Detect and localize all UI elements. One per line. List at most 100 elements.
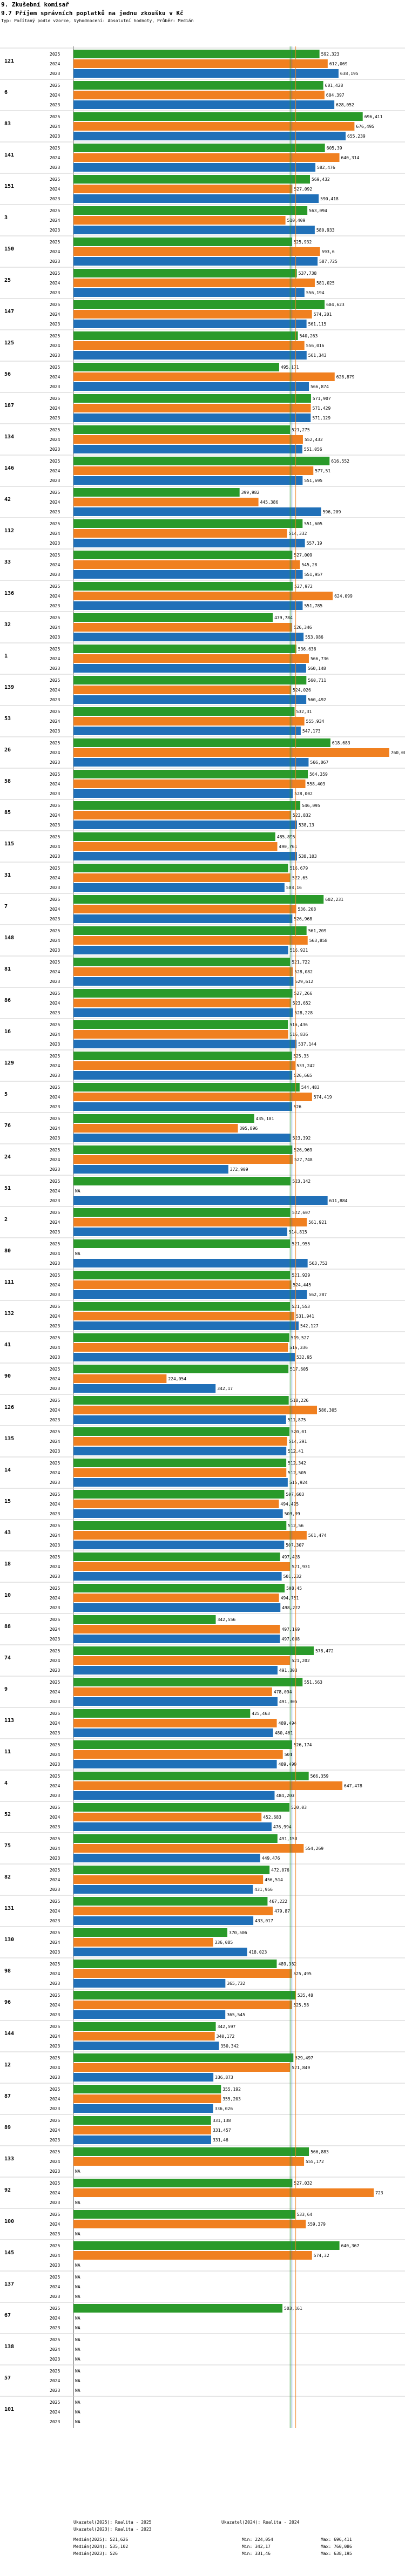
bar-value-label: 574,419 — [314, 1095, 332, 1100]
series-year-label: 2023 — [50, 1261, 60, 1266]
bar-2025 — [73, 1365, 289, 1373]
series-year-label: 2024 — [50, 719, 60, 724]
series-year-label: 2025 — [50, 2337, 60, 2342]
series-year-label: 2025 — [50, 1116, 60, 1121]
series-year-label: 2023 — [50, 2075, 60, 2080]
bar-value-label: 611,884 — [329, 1198, 348, 1203]
bar-value-label: 571,907 — [313, 396, 331, 401]
bar-2023 — [73, 1353, 295, 1361]
bar-2023 — [73, 1384, 216, 1393]
bar-value-label: 395,896 — [240, 1126, 258, 1131]
series-year-label: 2025 — [50, 146, 60, 151]
bar-2025 — [73, 1239, 291, 1248]
bar-value-label: 558,403 — [307, 782, 326, 787]
bar-value-label: 512,505 — [288, 1470, 306, 1475]
bar-value-label: 340,172 — [217, 2034, 235, 2039]
bar-value-label: 449,476 — [262, 1856, 280, 1861]
series-year-label: 2023 — [50, 2044, 60, 2049]
series-year-label: 2023 — [50, 196, 60, 201]
series-year-label: 2025 — [50, 490, 60, 495]
series-year-label: 2025 — [50, 1586, 60, 1591]
bar-value-label: 467,222 — [269, 1899, 287, 1904]
category-label: 67 — [4, 2313, 11, 2319]
bar-value-label: 536,208 — [298, 907, 316, 912]
bar-value-label: 560,148 — [308, 666, 326, 671]
legend-stat: Min: 331,46 — [242, 2551, 271, 2556]
missing-value-label: NA — [75, 2232, 80, 2236]
bar-2024 — [73, 91, 325, 99]
bar-value-label: 372,909 — [230, 1167, 248, 1172]
series-year-label: 2024 — [50, 93, 60, 98]
bar-2024 — [73, 2220, 306, 2228]
category-label: 83 — [4, 121, 11, 127]
series-year-label: 2024 — [50, 876, 60, 880]
missing-value-label: NA — [75, 2263, 80, 2268]
series-year-label: 2023 — [50, 666, 60, 671]
bar-2025 — [73, 1271, 291, 1279]
series-year-label: 2024 — [50, 187, 60, 192]
series-year-label: 2023 — [50, 384, 60, 389]
bar-value-label: 551,056 — [304, 447, 322, 452]
bar-value-label: 551,695 — [304, 478, 322, 483]
bar-value-label: 525,932 — [294, 240, 312, 245]
bar-value-label: 514,815 — [289, 1230, 307, 1235]
bar-2024 — [73, 1562, 291, 1571]
series-year-label: 2023 — [50, 1856, 60, 1861]
series-year-label: 2024 — [50, 782, 60, 787]
category-label: 131 — [4, 1906, 14, 1911]
series-year-label: 2023 — [50, 917, 60, 921]
bar-value-label: 479,87 — [274, 1909, 290, 1914]
category-label: 112 — [4, 528, 14, 534]
category-label: 10 — [4, 1592, 11, 1598]
series-year-label: 2023 — [50, 2169, 60, 2174]
bar-2024 — [73, 1155, 293, 1164]
series-year-label: 2024 — [50, 1220, 60, 1225]
series-year-label: 2025 — [50, 208, 60, 213]
bar-2025 — [73, 1646, 314, 1655]
series-year-label: 2023 — [50, 259, 60, 264]
bar-value-label: 350,342 — [220, 2044, 239, 2049]
bar-2024 — [73, 1280, 292, 1289]
series-year-label: 2024 — [50, 1971, 60, 1976]
bar-2025 — [73, 50, 320, 58]
bar-2024 — [73, 2251, 312, 2260]
bar-value-label: 526,968 — [294, 917, 312, 921]
bar-value-label: 418,023 — [249, 1950, 267, 1955]
series-year-label: 2025 — [50, 1962, 60, 1967]
category-label: 111 — [4, 1279, 14, 1285]
bar-value-label: 527,032 — [294, 2181, 312, 2186]
series-year-label: 2023 — [50, 1449, 60, 1454]
bar-2025 — [73, 1333, 289, 1342]
category-label: 129 — [4, 1060, 14, 1066]
bar-value-label: 494,751 — [281, 1596, 299, 1601]
series-year-label: 2023 — [50, 2326, 60, 2330]
bar-value-label: 472,076 — [271, 1868, 289, 1873]
bar-2023 — [73, 1165, 228, 1174]
series-year-label: 2025 — [50, 678, 60, 683]
bar-value-label: 336,085 — [215, 1940, 233, 1945]
bar-2024 — [73, 153, 340, 162]
category-label: 139 — [4, 684, 14, 690]
series-year-label: 2024 — [50, 1846, 60, 1851]
series-year-label: 2024 — [50, 2191, 60, 2195]
bar-value-label: 553,986 — [305, 635, 323, 640]
series-year-label: 2025 — [50, 83, 60, 88]
series-year-label: 2023 — [50, 1605, 60, 1610]
category-label: 144 — [4, 2031, 14, 2037]
series-year-label: 2023 — [50, 322, 60, 327]
bar-2023 — [73, 727, 301, 735]
series-year-label: 2024 — [50, 1470, 60, 1475]
series-year-label: 2024 — [50, 2410, 60, 2415]
series-year-label: 2025 — [50, 866, 60, 871]
series-year-label: 2024 — [50, 1940, 60, 1945]
series-year-label: 2024 — [50, 1784, 60, 1788]
bar-2025 — [73, 425, 290, 434]
bar-2023 — [73, 633, 304, 641]
category-label: 51 — [4, 1185, 11, 1191]
bar-2023 — [73, 1509, 283, 1518]
category-label: 11 — [4, 1749, 11, 1755]
bar-2025 — [73, 707, 295, 716]
bar-2025 — [73, 1897, 268, 1906]
category-label: 132 — [4, 1311, 14, 1317]
bar-2023 — [73, 664, 306, 673]
